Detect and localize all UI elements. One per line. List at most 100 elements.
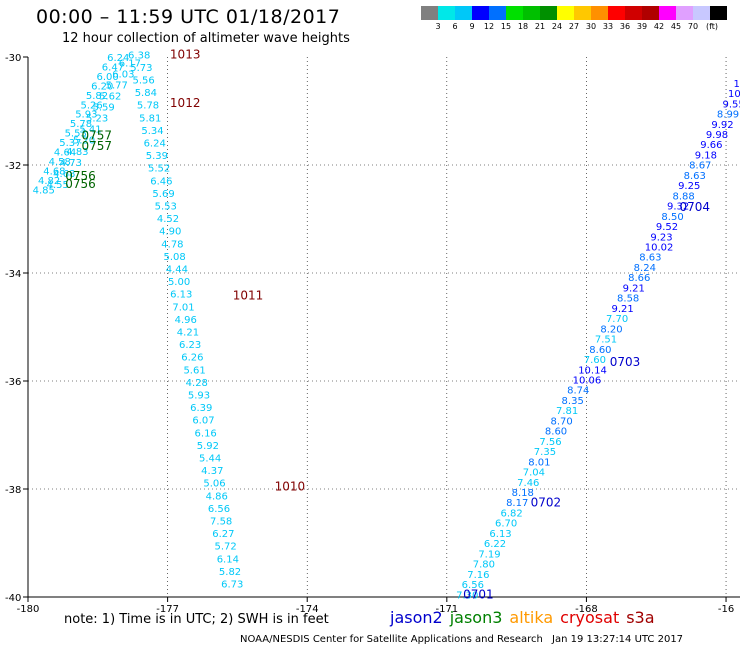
track-time-label: 0702 bbox=[531, 496, 562, 510]
wave-height-value: 4.78 bbox=[161, 239, 183, 250]
wave-height-value: 10.06 bbox=[573, 375, 602, 386]
color-scale-tick-label: 45 bbox=[670, 22, 682, 31]
wave-height-value: 7.04 bbox=[523, 468, 545, 479]
wave-height-value: 4.86 bbox=[206, 491, 228, 502]
wave-height-value: 8.67 bbox=[689, 161, 711, 172]
wave-height-value: 7.35 bbox=[534, 447, 556, 458]
wave-height-value: 6.46 bbox=[150, 176, 172, 187]
wave-height-value: 4.73 bbox=[60, 158, 82, 169]
wave-height-value: 7.01 bbox=[172, 302, 194, 313]
color-scale-swatch bbox=[693, 6, 710, 20]
wave-height-value: 8.70 bbox=[550, 416, 572, 427]
wave-height-value: 7.19 bbox=[478, 549, 500, 560]
lon-tick-label: -171 bbox=[435, 604, 458, 615]
wave-height-value: 6.39 bbox=[190, 403, 212, 414]
wave-height-value: 4.83 bbox=[66, 147, 88, 158]
wave-height-value: 6.23 bbox=[179, 340, 201, 351]
lon-tick-label: -174 bbox=[296, 604, 319, 615]
wave-height-value: 7.46 bbox=[517, 478, 539, 489]
color-scale-tick-label: 3 bbox=[435, 22, 441, 31]
legend-jason3: jason3 bbox=[449, 608, 503, 627]
wave-height-value: 6.24 bbox=[107, 53, 129, 64]
wave-height-value: 9.55 bbox=[722, 99, 740, 110]
wave-height-value: 5.77 bbox=[106, 80, 128, 91]
wave-height-value: 9.92 bbox=[711, 120, 733, 131]
track-time-label: 0757 bbox=[82, 139, 113, 153]
wave-height-value: 7.51 bbox=[595, 335, 617, 346]
footer-timestamp: Jan 19 13:27:14 UTC 2017 bbox=[552, 634, 684, 645]
lon-tick-label: -177 bbox=[156, 604, 179, 615]
wave-height-value: 9.18 bbox=[695, 150, 717, 161]
satellite-legend: jason2 jason3 altika cryosat s3a bbox=[390, 608, 662, 627]
color-scale-tick-label: 30 bbox=[585, 22, 597, 31]
color-scale-tick-label: 15 bbox=[500, 22, 512, 31]
color-scale-swatch bbox=[540, 6, 557, 20]
wave-height-value: 5.06 bbox=[203, 479, 225, 490]
wave-height-value: 6.16 bbox=[195, 428, 217, 439]
wave-height-value: 5.53 bbox=[65, 129, 87, 140]
wave-height-value: 8.20 bbox=[600, 324, 622, 335]
wave-height-value: 7.81 bbox=[556, 406, 578, 417]
color-scale-swatch bbox=[659, 6, 676, 20]
color-scale-swatch bbox=[506, 6, 523, 20]
color-scale-swatch bbox=[591, 6, 608, 20]
color-scale-swatch bbox=[676, 6, 693, 20]
wave-height-value: 5.59 bbox=[93, 103, 115, 114]
wave-height-value: 4.85 bbox=[33, 185, 55, 196]
lon-tick-label: -168 bbox=[575, 604, 598, 615]
track-time-label: 1012 bbox=[170, 96, 201, 110]
color-scale-tick-label: 24 bbox=[551, 22, 563, 31]
wave-height-value: 5.81 bbox=[139, 113, 161, 124]
lat-tick-label: -36 bbox=[5, 377, 21, 388]
wave-height-value: 8.35 bbox=[562, 396, 584, 407]
wave-height-value: 5.73 bbox=[130, 63, 152, 74]
wave-height-value: 4.82 bbox=[38, 176, 60, 187]
color-scale-unit: (ft) bbox=[706, 22, 719, 31]
wave-height-value: 6.47 bbox=[102, 62, 124, 73]
color-scale-swatch bbox=[710, 6, 727, 20]
wave-height-value: 5.84 bbox=[135, 88, 157, 99]
lon-tick-label: -16 bbox=[718, 604, 734, 615]
track-time-label: 0704 bbox=[680, 200, 711, 214]
wave-height-value: 7.56 bbox=[539, 437, 561, 448]
wave-height-value: 4.21 bbox=[177, 328, 199, 339]
color-scale-swatch bbox=[523, 6, 540, 20]
color-scale-labels: 3 6 9 12 15 18 21 24 27 30 33 36 39 42 45 70 bbox=[421, 22, 740, 34]
color-scale-tick-label: 42 bbox=[653, 22, 665, 31]
wave-height-value: 5.53 bbox=[155, 202, 177, 213]
page-title: 00:00 – 11:59 UTC 01/18/2017 bbox=[36, 6, 341, 28]
wave-height-value: 6.03 bbox=[112, 69, 134, 80]
wave-height-value: 5.00 bbox=[168, 277, 190, 288]
wave-height-value: 4.64 bbox=[54, 148, 76, 159]
lat-tick-label: -38 bbox=[5, 485, 21, 496]
color-scale-swatch bbox=[455, 6, 472, 20]
color-scale-swatch bbox=[642, 6, 659, 20]
wave-height-value: 4.96 bbox=[175, 315, 197, 326]
wave-height-value: 5.78 bbox=[137, 101, 159, 112]
legend-cryosat: cryosat bbox=[560, 608, 620, 627]
wave-height-value: 5.78 bbox=[70, 119, 92, 130]
wave-height-value: 8.60 bbox=[545, 427, 567, 438]
wave-height-value: 6.17 bbox=[119, 58, 141, 69]
wave-height-value: 6.07 bbox=[192, 416, 214, 427]
wave-height-value: 6.00 bbox=[96, 72, 118, 83]
wave-height-value: 6.27 bbox=[212, 529, 234, 540]
wave-height-value: 7.30 bbox=[456, 590, 478, 601]
wave-height-value: 8.63 bbox=[684, 171, 706, 182]
wave-height-value: 5.72 bbox=[214, 542, 236, 553]
wave-height-value: 6.56 bbox=[462, 580, 484, 591]
legend-jason2: jason2 bbox=[390, 608, 443, 627]
wave-height-value: 5.26 bbox=[81, 100, 103, 111]
wave-height-value: 6.26 bbox=[181, 353, 203, 364]
footer-credit: NOAA/NESDIS Center for Satellite Applica… bbox=[240, 634, 543, 645]
lat-tick-label: -30 bbox=[5, 53, 21, 64]
color-scale-swatch bbox=[625, 6, 642, 20]
wave-height-value: 7.60 bbox=[584, 355, 606, 366]
track-time-label: 0757 bbox=[82, 128, 113, 142]
wave-height-value: 5.44 bbox=[199, 454, 221, 465]
wave-height-value: 4.44 bbox=[166, 265, 188, 276]
wave-height-value: 5.82 bbox=[219, 567, 241, 578]
wave-height-value: 10.97 bbox=[728, 89, 740, 100]
wave-height-value: 6.38 bbox=[128, 50, 150, 61]
